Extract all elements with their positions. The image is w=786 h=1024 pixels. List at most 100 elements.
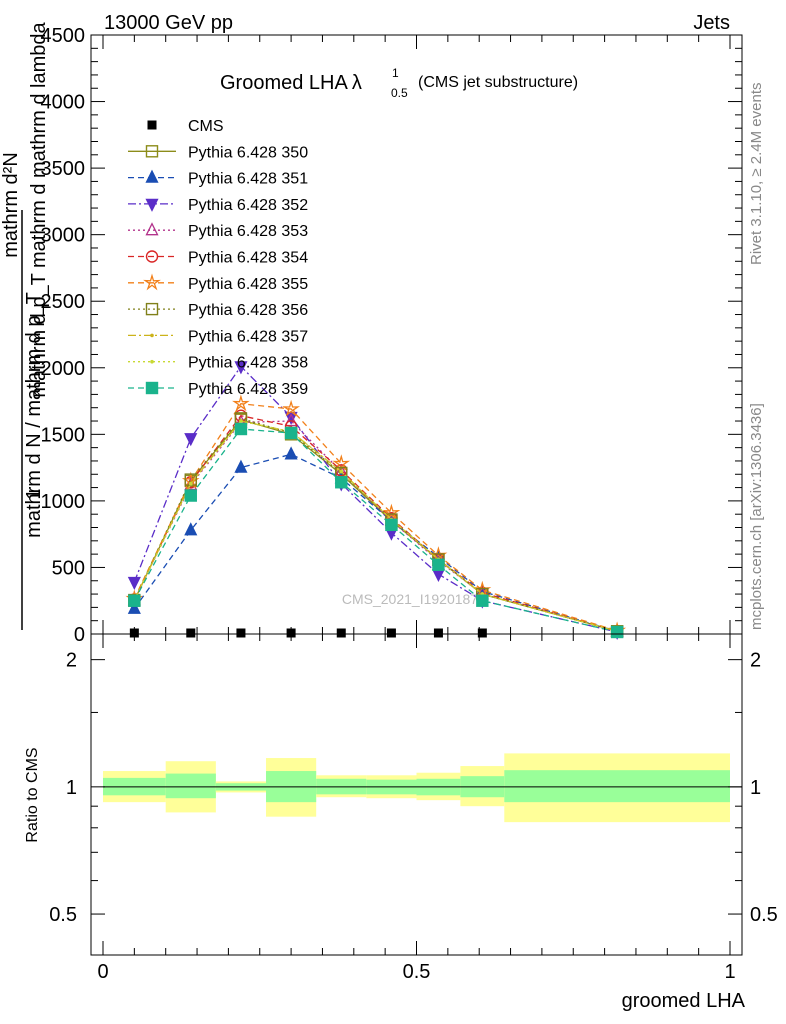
legend-item: Pythia 6.428 352 [128, 197, 308, 214]
legend: CMS Pythia 6.428 350 Pythia 6.428 351 Pythi… [128, 118, 308, 398]
legend-marker [145, 198, 159, 212]
x-tick-label: 0.5 [403, 961, 431, 983]
y-tick-label: 3000 [41, 225, 86, 247]
cms-point [433, 628, 443, 638]
ratio-y-tick-label-right: 0.5 [750, 904, 778, 926]
data-point [184, 522, 198, 536]
legend-label: Pythia 6.428 355 [188, 276, 308, 293]
legend-item: Pythia 6.428 355 [128, 273, 308, 293]
ylabel-prefix-num: 1 [23, 488, 45, 499]
data-point [234, 422, 248, 436]
ylabel-denominator: mathrm d p_T mathrm d mathrm d lambda [28, 21, 50, 397]
data-point [184, 433, 198, 447]
watermark: CMS_2021_I1920187 [342, 591, 478, 607]
cms-point [477, 628, 487, 638]
legend-label: Pythia 6.428 352 [188, 197, 308, 214]
legend-item: Pythia 6.428 353 [128, 222, 308, 240]
main-panel: CMS_2021_I1920187 0 500 1000 1500 2000 2500 30… [0, 21, 743, 646]
data-point [339, 469, 344, 474]
data-point [385, 518, 398, 532]
ratio-y-label: Ratio to CMS [24, 747, 41, 842]
data-point [188, 481, 193, 486]
ratio-y-tick-label-right: 1 [750, 777, 761, 799]
cms-point [236, 628, 246, 638]
data-point [232, 394, 250, 412]
data-point [382, 503, 401, 521]
ylabel-numerator: mathrm d²N [0, 152, 22, 258]
main-x-ticks [102, 35, 731, 634]
y-tick-label: 3500 [41, 158, 86, 180]
data-point [234, 459, 248, 473]
series-pythia-6-428-359 [128, 422, 624, 639]
legend-marker [150, 359, 154, 364]
cms-point [336, 628, 346, 638]
legend-item: CMS [147, 118, 224, 135]
data-point [282, 399, 300, 417]
data-point [284, 426, 298, 440]
ratio-bands [103, 753, 730, 823]
data-point [284, 411, 298, 425]
series-pythia-6-428-351 [127, 446, 624, 637]
y-tick-label: 500 [52, 557, 85, 579]
y-tick-label: 4500 [41, 25, 86, 47]
uncertainty-band-inner [504, 770, 730, 803]
data-point [335, 476, 348, 489]
main-y-axis-label: 1 mathrm d N / mathrm d p_T mathrm d²N m… [0, 21, 50, 630]
data-point [610, 625, 624, 639]
y-tick-label: 1000 [41, 491, 86, 513]
data-point [332, 454, 351, 472]
x-tick-label: 1 [724, 961, 735, 983]
legend-item: Pythia 6.428 357 [128, 328, 308, 345]
legend-marker [145, 302, 159, 316]
x-tick-label: 0 [97, 961, 108, 983]
ratio-y-ticks: 0.5 0.5 1 1 2 2 [49, 650, 778, 926]
legend-marker [145, 145, 159, 158]
ylabel-prefix-den: mathrm d N / mathrm d p_T [23, 292, 45, 538]
data-point [432, 558, 445, 571]
cms-point [186, 628, 196, 638]
legend-marker [150, 333, 154, 338]
mcplots-label: mcplots.cern.ch [arXiv:1306.3436] [748, 403, 765, 630]
data-point [284, 446, 298, 460]
header-left: 13000 GeV pp [104, 12, 233, 34]
data-point [476, 594, 489, 607]
legend-item: Pythia 6.428 354 [128, 250, 308, 267]
rivet-label: Rivet 3.1.10, ≥ 2.4M events [748, 83, 765, 266]
legend-label: Pythia 6.428 354 [188, 250, 308, 267]
legend-marker [145, 222, 159, 236]
legend-label: Pythia 6.428 353 [188, 223, 308, 240]
uncertainty-band-inner [165, 773, 216, 799]
series-line [133, 417, 618, 632]
legend-marker [145, 250, 159, 263]
legend-marker [145, 169, 159, 183]
legend-label: Pythia 6.428 358 [188, 355, 308, 372]
legend-marker [145, 381, 159, 395]
legend-label: Pythia 6.428 357 [188, 328, 308, 345]
data-point [184, 489, 197, 502]
series-line [133, 420, 618, 632]
title-sub: 0.5 [391, 86, 408, 100]
data-point [284, 413, 298, 427]
title-sup: 1 [392, 66, 399, 80]
legend-item: Pythia 6.428 359 [128, 381, 308, 398]
legend-label: Pythia 6.428 356 [188, 302, 308, 319]
legend-item: Pythia 6.428 351 [128, 169, 308, 188]
ratio-y-tick-label-right: 2 [750, 650, 761, 672]
y-tick-label: 2000 [41, 358, 86, 380]
cms-points [129, 628, 487, 638]
chart-title: Groomed LHA λ [220, 72, 362, 94]
legend-item: Pythia 6.428 356 [128, 302, 308, 319]
legend-marker [147, 120, 157, 130]
legend-item: Pythia 6.428 358 [128, 355, 308, 372]
ratio-y-tick-label: 2 [66, 650, 77, 672]
legend-marker [143, 273, 161, 291]
data-point [239, 419, 243, 423]
y-tick-label: 2500 [41, 291, 86, 313]
ratio-y-tick-label: 0.5 [49, 904, 77, 926]
header-right: Jets [693, 12, 730, 34]
ratio-panel: 0.5 0.51 12 2 0 0.5 1 Ratio to CMS groomed LH… [24, 633, 778, 1012]
y-tick-label: 1500 [41, 424, 86, 446]
data-point [431, 568, 445, 583]
y-tick-label: 0 [74, 624, 85, 646]
